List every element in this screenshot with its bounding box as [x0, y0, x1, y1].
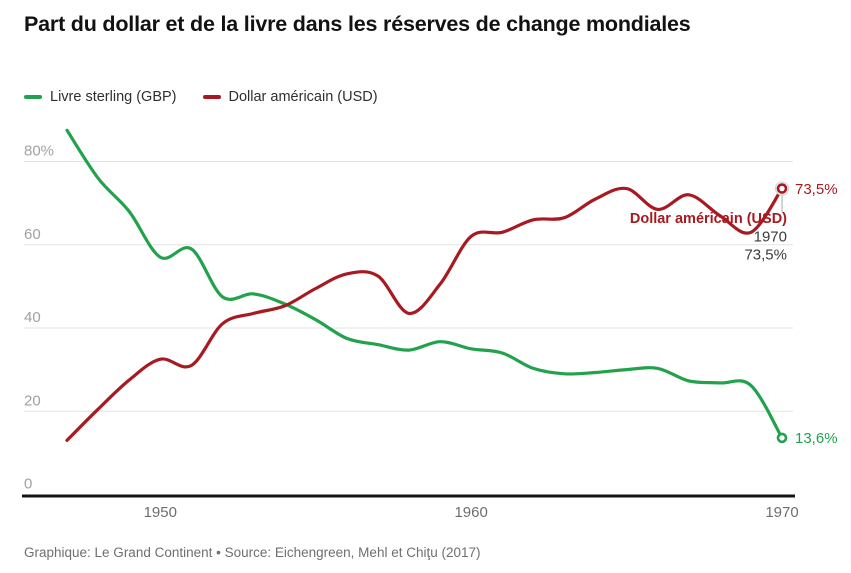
tooltip-x-value: 1970: [754, 229, 787, 246]
usd-end-marker[interactable]: [776, 183, 788, 194]
y-tick-label-20: 20: [24, 392, 41, 409]
y-tick-label-0: 0: [24, 476, 32, 493]
usd-line-swatch-icon: [202, 95, 221, 99]
gbp-end-marker[interactable]: [776, 432, 788, 444]
tooltip-series-label: Dollar américain (USD): [630, 211, 787, 227]
gbp-line-swatch-icon: [24, 95, 42, 99]
gbp-line[interactable]: [65, 128, 784, 440]
chart-title: Part du dollar et de la livre dans les r…: [24, 12, 691, 36]
source-caption: Graphique: Le Grand Continent • Source: …: [24, 545, 481, 560]
usd-line[interactable]: [65, 186, 784, 442]
x-tick-label-1970[interactable]: 1970: [765, 504, 798, 521]
y-tick-label-40: 40: [24, 309, 41, 326]
gbp-end-value-label: 13,6%: [795, 430, 838, 447]
legend-label-gbp: Livre sterling (GBP): [50, 89, 177, 105]
usd-end-value-label: 73,5%: [795, 181, 838, 198]
y-tick-label-60: 60: [24, 226, 41, 243]
x-tick-label-1950[interactable]: 1950: [144, 504, 177, 521]
legend-item-usd[interactable]: Dollar américain (USD): [202, 89, 378, 105]
y-tick-label-80: 80%: [24, 143, 54, 160]
legend: Livre sterling (GBP) Dollar américain (U…: [24, 89, 378, 105]
legend-label-usd: Dollar américain (USD): [228, 89, 378, 105]
legend-item-gbp[interactable]: Livre sterling (GBP): [24, 89, 177, 105]
x-tick-label-1960[interactable]: 1960: [454, 504, 487, 521]
tooltip-y-value: 73,5%: [744, 247, 787, 264]
